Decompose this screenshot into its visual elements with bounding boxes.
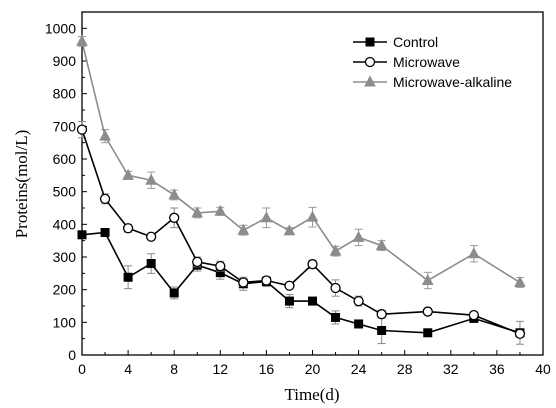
data-point-microwave	[330, 282, 341, 294]
data-point-microwave	[514, 328, 526, 339]
data-point-microwave-alkaline	[99, 129, 111, 141]
data-point-control	[377, 326, 387, 335]
data-point-microwave-alkaline	[214, 204, 227, 216]
x-tick-label: 12	[213, 361, 229, 377]
data-point-control	[354, 319, 364, 329]
data-point-microwave-alkaline	[421, 273, 434, 286]
series-microwave-error-bars	[78, 120, 524, 338]
x-tick-label: 40	[535, 361, 551, 377]
legend-item-microwave: Microwave	[353, 54, 460, 70]
y-tick-label: 1000	[45, 20, 76, 36]
legend-label: Microwave-alkaline	[393, 74, 512, 90]
data-point-microwave-alkaline	[468, 247, 480, 259]
data-point-microwave	[122, 223, 134, 234]
data-point-microwave-alkaline	[329, 244, 342, 256]
data-point-microwave	[145, 231, 157, 242]
series-microwave	[76, 120, 526, 339]
legend-item-microwave-alkaline: Microwave-alkaline	[353, 74, 512, 90]
y-tick-label: 600	[53, 151, 77, 167]
data-point-microwave-alkaline	[191, 206, 204, 218]
legend-label: Control	[393, 34, 438, 50]
data-point-control	[77, 230, 87, 240]
x-axis: 0 4 8 12 16 20 24 28 32 36 40	[78, 350, 551, 377]
data-point-microwave-alkaline	[122, 168, 134, 180]
data-point-microwave	[192, 256, 203, 268]
series-control	[77, 228, 525, 345]
x-tick-label: 8	[170, 361, 178, 377]
x-tick-label: 4	[124, 361, 132, 377]
legend-marker	[364, 75, 376, 87]
y-tick-label: 0	[68, 347, 76, 363]
data-point-control	[423, 328, 433, 338]
x-tick-label: 0	[78, 361, 86, 377]
data-point-microwave-alkaline	[145, 173, 157, 185]
series-microwave-alkaline	[76, 34, 526, 290]
x-axis-title: Time(d)	[284, 385, 339, 404]
series-layer	[76, 34, 526, 345]
data-point-microwave	[99, 193, 111, 205]
legend-marker	[364, 56, 376, 68]
y-tick-label: 800	[53, 86, 77, 102]
y-tick-label: 400	[53, 216, 77, 232]
y-tick-label: 500	[53, 184, 77, 200]
data-point-microwave	[169, 212, 180, 223]
x-tick-label: 28	[397, 361, 413, 377]
series-line-microwave	[81, 129, 521, 335]
data-point-microwave-alkaline	[514, 275, 526, 287]
data-point-control	[308, 296, 317, 306]
y-tick-label: 900	[53, 53, 77, 69]
y-tick-label: 200	[53, 282, 77, 298]
data-point-control	[100, 228, 110, 237]
y-axis-title: Proteins(mol/L)	[12, 130, 31, 239]
data-point-microwave	[76, 124, 88, 135]
data-point-control	[146, 259, 156, 269]
data-point-microwave-alkaline	[306, 210, 319, 222]
data-point-microwave	[261, 275, 272, 286]
data-point-control	[123, 272, 133, 282]
data-point-control	[284, 296, 294, 306]
data-point-control	[169, 288, 179, 298]
legend-marker	[365, 37, 375, 47]
data-point-microwave	[238, 277, 249, 288]
data-point-microwave-alkaline	[260, 211, 273, 223]
series-control-error-bars	[78, 229, 524, 345]
data-point-microwave-alkaline	[76, 34, 88, 46]
data-point-microwave-alkaline	[168, 188, 181, 200]
data-point-microwave	[215, 260, 226, 272]
legend: Control Microwave Microwave-alkaline	[353, 34, 512, 90]
series-line-control	[81, 231, 521, 334]
y-tick-label: 100	[53, 314, 77, 330]
data-point-microwave-alkaline	[237, 223, 250, 235]
x-tick-label: 16	[259, 361, 275, 377]
y-axis: 0 100 200 300 400 500 600 700 800 900 1000	[45, 20, 87, 363]
data-point-control	[331, 312, 341, 322]
data-point-microwave	[376, 309, 387, 320]
data-point-microwave	[284, 280, 295, 291]
x-tick-label: 32	[443, 361, 459, 377]
y-tick-label: 300	[53, 249, 77, 265]
legend-item-control: Control	[353, 34, 438, 50]
data-point-microwave-alkaline	[283, 224, 296, 236]
data-point-microwave	[307, 259, 318, 270]
data-point-microwave	[468, 309, 480, 321]
y-tick-label: 700	[53, 118, 77, 134]
data-point-microwave	[353, 295, 364, 307]
x-tick-label: 24	[351, 361, 367, 377]
data-point-microwave-alkaline	[375, 238, 388, 251]
data-point-microwave-alkaline	[352, 230, 365, 242]
x-tick-label: 20	[305, 361, 321, 377]
x-tick-label: 36	[489, 361, 505, 377]
legend-label: Microwave	[393, 54, 460, 70]
data-point-microwave	[422, 306, 433, 317]
